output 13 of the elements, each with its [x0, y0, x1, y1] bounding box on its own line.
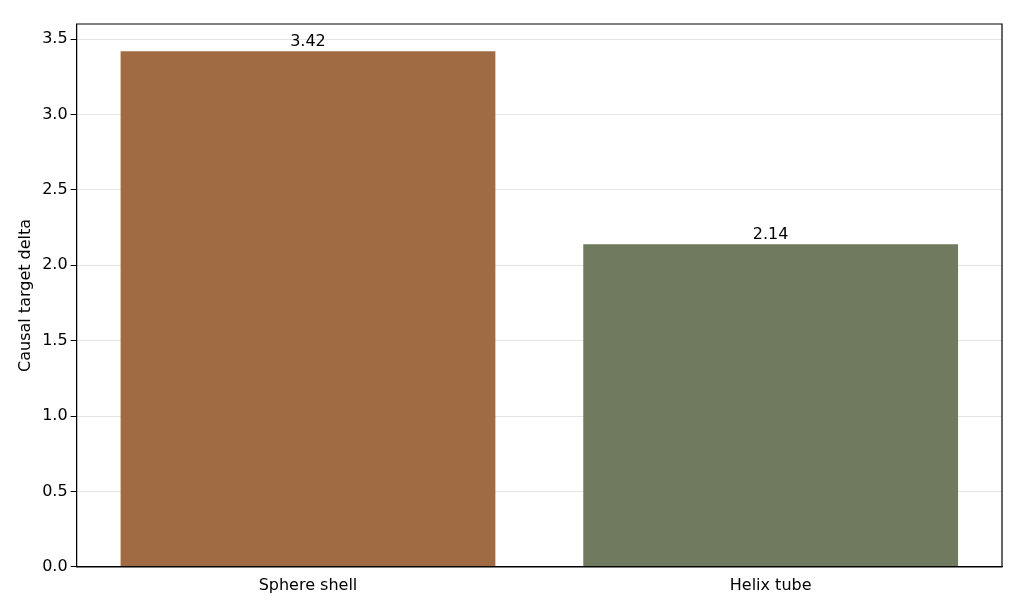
y-tick-label: 0.5: [42, 480, 68, 500]
x-tick-label: Sphere shell: [258, 574, 358, 594]
y-tick-label: 3.5: [42, 28, 68, 48]
y-tick-label: 2.5: [42, 179, 68, 199]
y-tick-label: 3.0: [42, 103, 68, 123]
y-tick-label: 1.5: [42, 329, 68, 349]
data-label: 3.42: [290, 31, 326, 51]
y-tick-label: 0.0: [42, 555, 68, 575]
y-tick-label: 1.0: [42, 405, 68, 425]
data-label: 2.14: [752, 224, 789, 244]
x-tick-label: Helix tube: [729, 574, 812, 594]
y-axis-title: Causal target delta: [14, 218, 34, 372]
y-tick-label: 2.0: [42, 254, 68, 274]
